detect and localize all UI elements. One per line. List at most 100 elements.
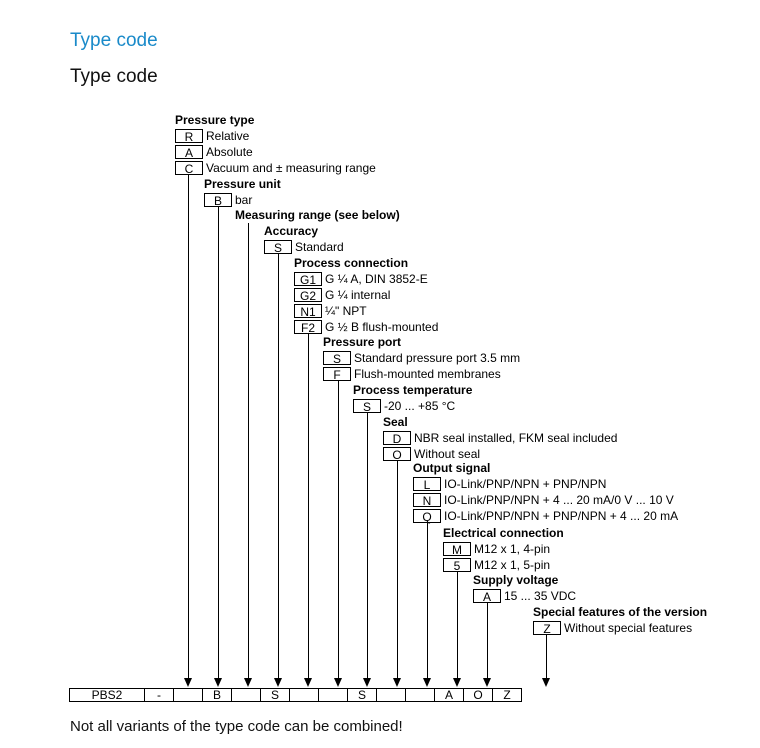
connector-line [487,603,488,678]
option-code: F2 [294,319,322,335]
arrow-head-icon [274,678,282,687]
option-row: G2 G ¼ internal [294,287,391,303]
type-code-cell: S [260,688,290,702]
connector-line [397,461,398,678]
option-description: G ¼ internal [325,287,391,302]
option-row: N IO-Link/PNP/NPN + 4 ... 20 mA/0 V ... 1… [413,492,674,508]
option-row: L IO-Link/PNP/NPN + PNP/NPN [413,476,607,492]
option-code: S [264,239,292,255]
connector-line [338,381,339,678]
type-code-cell: Z [492,688,522,702]
type-code-cell: B [202,688,232,702]
connector-line [367,413,368,678]
option-description: Absolute [206,144,253,159]
group-title: Output signal [413,461,491,475]
type-code-cell: - [144,688,174,702]
arrow-head-icon [453,678,461,687]
type-code-cell: S [347,688,377,702]
connector-line [278,254,279,678]
option-description: bar [235,192,253,207]
option-row: S Standard [264,239,344,255]
option-code: A [473,588,501,604]
group-title: Seal [383,415,408,429]
option-description: Without seal [414,446,481,461]
group-title: Process connection [294,256,409,270]
type-code-cell: A [434,688,464,702]
option-code: 5 [443,557,471,573]
arrow-head-icon [184,678,192,687]
type-code-cell: O [463,688,493,702]
option-description: Vacuum and ± measuring range [206,160,376,175]
option-code: M [443,541,471,557]
group-title: Pressure unit [204,177,281,191]
connector-line [457,572,458,678]
option-description: M12 x 1, 5-pin [474,557,551,572]
option-code: G1 [294,271,322,287]
type-code-row: PBS2- B S S A O Z [69,688,522,702]
connector-line [427,523,428,678]
option-row: R Relative [175,128,250,144]
option-row: O Without seal [383,446,481,462]
combination-note: Not all variants of the type code can be… [70,718,403,735]
type-code-cell [289,688,319,702]
arrow-head-icon [214,678,222,687]
option-description: G ¼ A, DIN 3852-E [325,271,428,286]
group-title: Electrical connection [443,526,564,540]
option-description: -20 ... +85 °C [384,398,456,413]
arrow-head-icon [334,678,342,687]
connector-line [546,635,547,678]
group-title: Special features of the version [533,605,708,619]
arrow-head-icon [393,678,401,687]
type-code-cell [318,688,348,702]
option-row: A 15 ... 35 VDC [473,588,576,604]
type-code-cell [231,688,261,702]
option-row: G1 G ¼ A, DIN 3852-E [294,271,428,287]
group-title: Pressure type [175,113,255,127]
option-code: C [175,160,203,176]
option-description: ¼" NPT [325,303,367,318]
option-description: NBR seal installed, FKM seal included [414,430,618,445]
arrow-head-icon [483,678,491,687]
option-code: O [383,446,411,462]
connector-line [248,223,249,678]
option-description: IO-Link/PNP/NPN + PNP/NPN [444,476,607,491]
option-description: G ½ B flush-mounted [325,319,439,334]
option-description: IO-Link/PNP/NPN + PNP/NPN + 4 ... 20 mA [444,508,679,523]
group-title: Supply voltage [473,573,559,587]
connector-line [188,175,189,678]
option-row: M M12 x 1, 4-pin [443,541,550,557]
option-description: Without special features [564,620,693,635]
option-code: R [175,128,203,144]
option-code: S [323,350,351,366]
arrow-head-icon [363,678,371,687]
option-code: F [323,366,351,382]
option-description: Flush-mounted membranes [354,366,501,381]
group-title: Process temperature [353,383,473,397]
group-title: Pressure port [323,335,402,349]
page-title: Type code [70,66,158,87]
option-description: Standard [295,239,344,254]
option-row: A Absolute [175,144,253,160]
arrow-head-icon [304,678,312,687]
option-code: Z [533,620,561,636]
option-row: S Standard pressure port 3.5 mm [323,350,520,366]
option-code: S [353,398,381,414]
section-heading: Type code [70,30,158,51]
option-row: F Flush-mounted membranes [323,366,501,382]
option-code: D [383,430,411,446]
connector-line [308,334,309,678]
option-description: Relative [206,128,250,143]
option-code: G2 [294,287,322,303]
option-row: C Vacuum and ± measuring range [175,160,376,176]
option-row: D NBR seal installed, FKM seal included [383,430,618,446]
option-row: F2 G ½ B flush-mounted [294,319,439,335]
type-code-cell: PBS2 [69,688,145,702]
option-code: N [413,492,441,508]
option-row: 5 M12 x 1, 5-pin [443,557,551,573]
type-code-cell [376,688,406,702]
option-code: Q [413,508,441,524]
option-code: A [175,144,203,160]
option-code: B [204,192,232,208]
